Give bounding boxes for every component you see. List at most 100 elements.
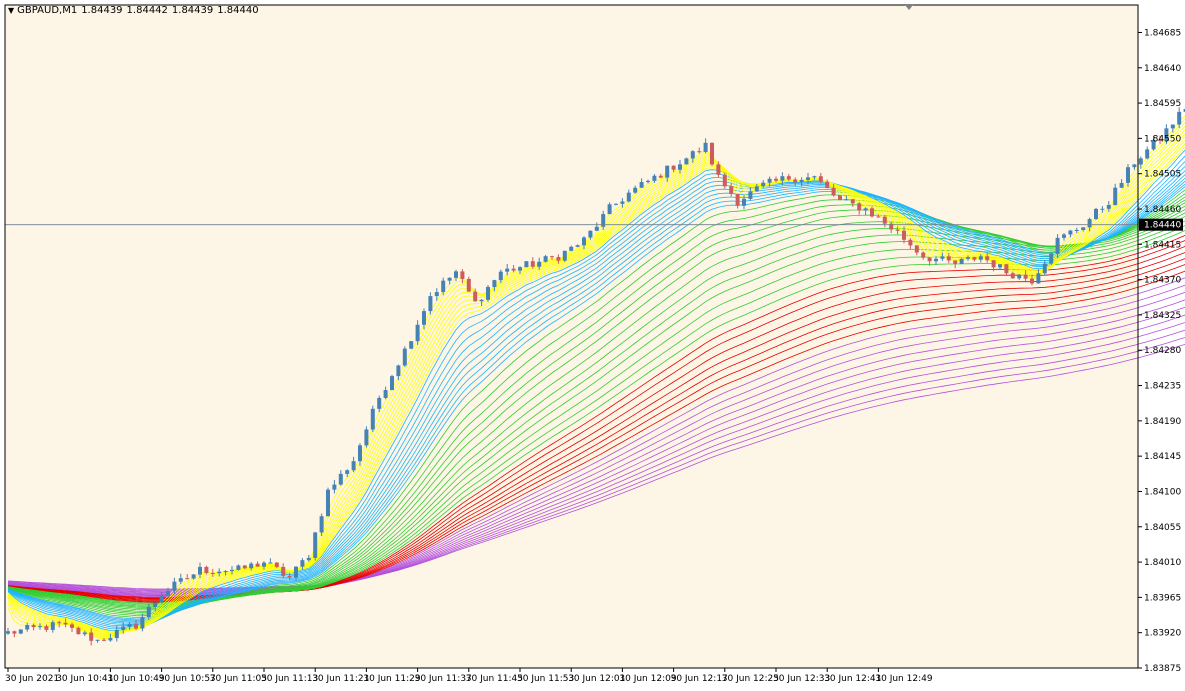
candle-body [370, 408, 375, 430]
candle-body [729, 186, 734, 194]
candle-body [972, 257, 977, 260]
candle-body [332, 484, 337, 490]
candle-body [767, 178, 772, 183]
candle-body [249, 563, 254, 569]
candle-body [556, 257, 561, 261]
chart-header: ▼ GBPAUD,M1 1.84439 1.84442 1.84439 1.84440 [8, 5, 263, 16]
ribbon-ema-yellow-7 [7, 129, 1185, 637]
candle-body [838, 195, 842, 200]
y-tick-label: 1.84100 [1144, 487, 1181, 497]
candle-body [409, 341, 414, 349]
y-tick-label: 1.84550 [1144, 134, 1181, 144]
candle-body [63, 622, 68, 625]
candle-body [1055, 237, 1060, 254]
candle-body [441, 280, 446, 293]
candle-body [102, 639, 106, 641]
high-value: 1.84442 [126, 5, 168, 16]
candle-body [870, 208, 874, 217]
candle-body [460, 271, 465, 279]
shift-marker-icon[interactable] [905, 5, 913, 10]
ribbon-ema-yellow-10 [7, 139, 1185, 634]
ribbon-ema-blue-27 [7, 180, 1185, 622]
candle-body [1062, 234, 1066, 238]
candle-body [345, 470, 350, 474]
candle-body [140, 617, 145, 629]
candle-body [1126, 167, 1130, 183]
current-price-box [1139, 218, 1183, 231]
y-tick-label: 1.83920 [1144, 629, 1181, 639]
candle-body [306, 557, 311, 561]
triangle-down-icon[interactable]: ▼ [8, 6, 15, 15]
candle-body [844, 199, 849, 201]
candle-body [70, 624, 74, 628]
candle-body [300, 560, 305, 567]
y-tick-label: 1.83965 [1144, 593, 1181, 603]
candle-body [985, 256, 990, 261]
candle-body [274, 562, 279, 567]
ribbon-ema-blue-21 [7, 170, 1185, 626]
candle-body [754, 186, 759, 192]
y-tick-label: 1.84415 [1144, 240, 1181, 250]
candle-body [1177, 111, 1182, 125]
candle-body [607, 204, 612, 215]
candle-body [978, 256, 983, 260]
candle-body [326, 489, 330, 517]
candle-body [537, 261, 542, 267]
x-tick-label: 30 Jun 11:53 [517, 674, 574, 684]
candle-body [153, 602, 158, 607]
candle-body [121, 626, 126, 630]
y-tick-label: 1.84685 [1144, 28, 1181, 38]
candle-body [748, 191, 753, 199]
candle-body [511, 268, 516, 271]
candle-body [1030, 278, 1034, 284]
candle-body [818, 176, 823, 182]
candle-body [1049, 253, 1054, 264]
candle-body [89, 632, 94, 641]
candle-body [518, 267, 522, 271]
candle-body [703, 142, 708, 152]
plot-area[interactable] [5, 5, 1138, 668]
candle-body [1113, 187, 1118, 205]
candle-body [1119, 182, 1124, 188]
candle-body [588, 230, 593, 238]
y-tick-label: 1.83875 [1144, 664, 1181, 674]
ribbon-ema-yellow-4 [7, 118, 1185, 639]
candle-body [294, 566, 298, 578]
candle-body [908, 239, 913, 246]
x-tick-label: 30 Jun 11:45 [466, 674, 523, 684]
y-tick-label: 1.84010 [1144, 558, 1181, 568]
candle-body [217, 571, 222, 574]
candle-body [50, 622, 55, 630]
candle-body [780, 176, 785, 181]
y-tick-label: 1.84640 [1144, 64, 1181, 74]
candle-body [1138, 158, 1143, 165]
candle-body [889, 223, 894, 230]
y-tick-label: 1.84190 [1144, 417, 1181, 427]
candle-body [774, 178, 778, 181]
candle-body [793, 179, 798, 183]
current-price-label: 1.84440 [1144, 221, 1181, 231]
candle-body [6, 631, 10, 634]
candle-body [946, 256, 951, 261]
candle-body [742, 198, 746, 206]
candle-body [953, 260, 958, 264]
candle-body [991, 260, 996, 268]
candle-body [710, 142, 714, 165]
ribbon-ema-yellow-3 [7, 115, 1185, 640]
x-tick-label: 30 Jun 12:17 [671, 674, 728, 684]
x-tick-label: 30 Jun 10:57 [159, 674, 216, 684]
candle-body [786, 176, 791, 180]
candle-body [882, 216, 887, 224]
ribbon-ema-purple-204 [7, 322, 1185, 593]
ribbon-ema-purple-144 [7, 277, 1185, 598]
ribbon-ema-yellow-11 [7, 143, 1185, 633]
candle-body [716, 164, 721, 175]
ribbon-ema-purple-216 [7, 329, 1185, 592]
ribbon-ema-red-121 [7, 258, 1185, 600]
candle-body [671, 165, 676, 170]
candle-body [530, 261, 535, 267]
candle-body [95, 639, 100, 641]
candle-body [1004, 264, 1009, 274]
